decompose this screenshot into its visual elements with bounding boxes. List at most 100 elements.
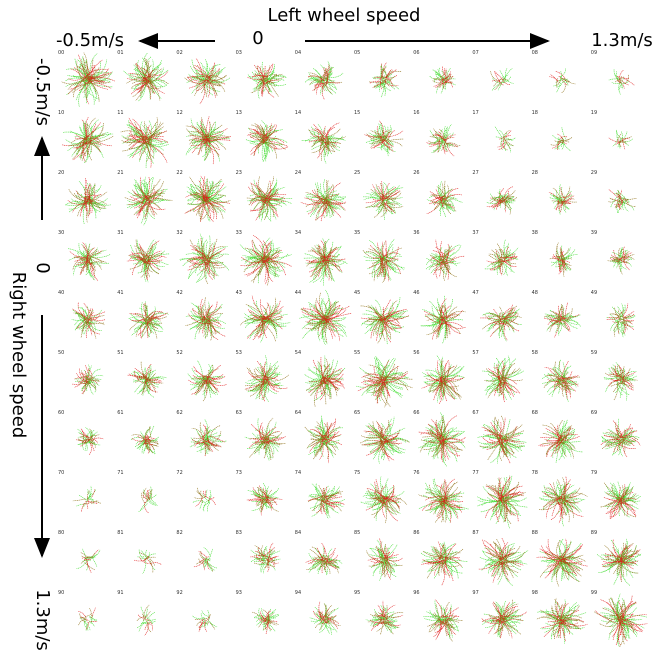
trajectories <box>244 365 289 400</box>
cell-number: 99 <box>591 590 597 596</box>
trajectory-plot <box>594 593 648 648</box>
trajectories <box>308 356 345 401</box>
trajectories <box>122 53 169 102</box>
trajectories <box>249 417 286 461</box>
trajectory-plot <box>608 189 637 214</box>
trajectory-plot <box>606 303 636 338</box>
trajectory-plot <box>304 60 344 100</box>
trajectories <box>306 240 344 282</box>
trajectories <box>616 69 635 89</box>
cell-number: 69 <box>591 410 597 416</box>
cell-number: 83 <box>236 530 242 536</box>
trajectories <box>480 304 520 341</box>
trajectories <box>364 182 404 218</box>
trajectories <box>79 614 98 631</box>
trajectory-plot <box>362 238 405 283</box>
cell-number: 05 <box>354 50 360 56</box>
trajectories <box>304 60 344 95</box>
trajectories <box>427 601 464 642</box>
cell-number: 42 <box>176 290 182 296</box>
trajectories <box>365 479 401 522</box>
trajectories <box>594 595 648 646</box>
cell-number: 17 <box>472 110 478 116</box>
trajectories <box>81 489 98 513</box>
trajectory-plot <box>421 355 465 405</box>
cell-number: 76 <box>413 470 419 476</box>
trajectories <box>309 418 343 464</box>
cell-number: 66 <box>413 410 419 416</box>
trajectories <box>477 475 528 529</box>
trajectories <box>305 179 346 222</box>
trajectory-plot <box>536 597 588 644</box>
trajectories <box>129 239 170 283</box>
cell-number: 39 <box>591 230 597 236</box>
cell-number: 91 <box>117 590 123 596</box>
trajectory-plot <box>122 53 169 102</box>
trajectories <box>250 545 281 574</box>
trajectory-plot <box>480 304 523 342</box>
trajectories <box>68 182 108 223</box>
trajectories <box>187 298 226 340</box>
cell-number: 68 <box>532 410 538 416</box>
trajectories <box>69 241 103 282</box>
cell-number: 07 <box>472 50 478 56</box>
trajectory-plot <box>71 364 104 395</box>
trajectories <box>422 543 464 579</box>
trajectories <box>536 597 584 640</box>
cell-number: 80 <box>58 530 64 536</box>
trajectories <box>141 487 153 503</box>
trajectory-plot <box>187 360 228 402</box>
cell-number: 79 <box>591 470 597 476</box>
trajectory-plot <box>608 129 634 150</box>
trajectories <box>608 137 630 150</box>
cell-number: 86 <box>413 530 419 536</box>
trajectory-plot <box>549 242 578 277</box>
cell-number: 78 <box>532 470 538 476</box>
trajectory-plot <box>490 68 514 91</box>
cell-number: 84 <box>295 530 301 536</box>
trajectories <box>307 415 343 458</box>
trajectories <box>556 78 576 93</box>
trajectories <box>131 434 156 454</box>
cell-number: 13 <box>236 110 242 116</box>
trajectory-plot <box>494 126 516 153</box>
trajectory-plot <box>477 475 528 529</box>
cell-number: 94 <box>295 590 301 596</box>
trajectory-plot <box>247 61 288 100</box>
trajectories <box>72 244 107 280</box>
trajectories <box>614 74 629 85</box>
cell-number: 21 <box>117 170 123 176</box>
trajectories <box>549 242 572 277</box>
trajectories <box>78 608 92 626</box>
trajectories <box>486 246 518 276</box>
trajectories <box>307 65 340 100</box>
trajectories <box>608 189 629 210</box>
trajectories <box>308 122 341 159</box>
trajectories <box>421 478 464 523</box>
trajectories <box>418 481 463 523</box>
trajectories <box>600 420 641 458</box>
trajectories <box>246 123 289 156</box>
trajectories <box>245 120 288 163</box>
trajectories <box>430 239 465 280</box>
trajectories <box>191 610 218 629</box>
top-title: Left wheel speed <box>268 5 421 26</box>
cell-number: 51 <box>117 350 123 356</box>
cell-number: 57 <box>472 350 478 356</box>
cell-number: 61 <box>117 410 123 416</box>
trajectories <box>603 483 638 519</box>
trajectory-plot <box>304 355 346 407</box>
cell-number: 29 <box>591 170 597 176</box>
trajectories <box>300 182 347 222</box>
trajectory-plot <box>607 246 635 275</box>
trajectories <box>187 360 224 399</box>
trajectory-plot <box>364 120 404 157</box>
trajectories <box>248 180 287 221</box>
trajectories <box>548 71 569 86</box>
trajectory-plot <box>603 362 638 401</box>
trajectories <box>300 300 352 342</box>
cell-number: 77 <box>472 470 478 476</box>
cell-number: 67 <box>472 410 478 416</box>
cell-number: 40 <box>58 290 64 296</box>
trajectories <box>488 360 521 403</box>
